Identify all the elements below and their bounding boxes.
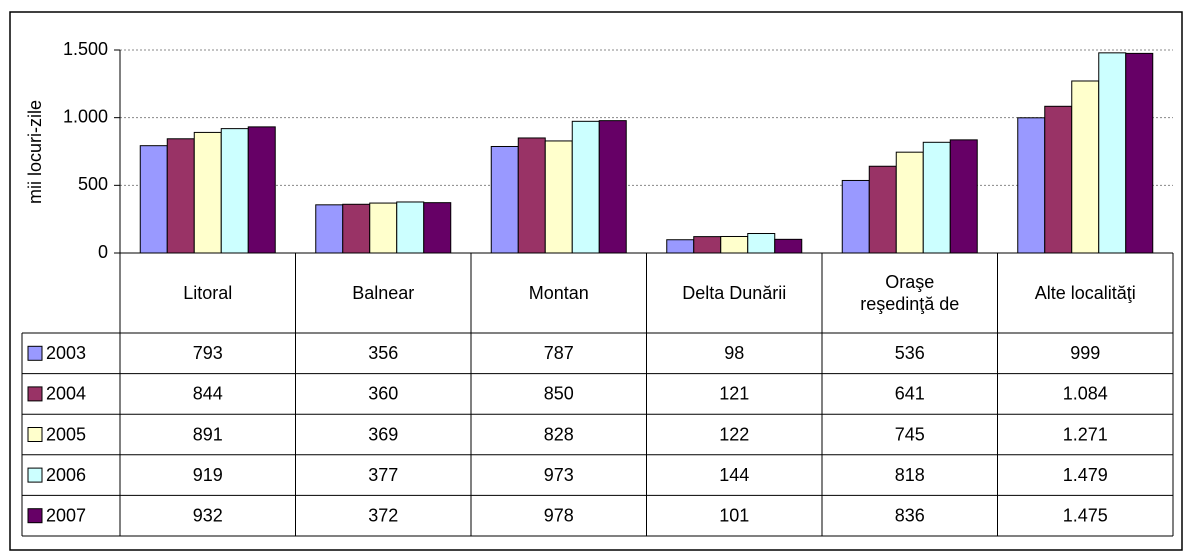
y-tick-label: 500 (78, 174, 108, 194)
table-value: 98 (724, 343, 744, 363)
bar (1125, 52, 1154, 254)
bar (774, 238, 803, 254)
bar (598, 120, 627, 254)
bar (1098, 52, 1127, 254)
legend-label: 2003 (46, 343, 86, 363)
bar (544, 140, 573, 254)
table-value: 1.271 (1063, 424, 1108, 444)
bar (747, 233, 776, 254)
bar (922, 141, 951, 254)
legend-label: 2005 (46, 424, 86, 444)
category-label: Litoral (183, 282, 233, 303)
bar (720, 235, 749, 254)
table-value: 978 (544, 505, 574, 525)
bar (193, 131, 222, 254)
bar (166, 138, 195, 254)
bar (517, 137, 546, 254)
legend-swatch (27, 427, 43, 442)
table-value: 144 (719, 465, 749, 485)
bar (220, 128, 249, 254)
table-value: 1.084 (1063, 384, 1108, 404)
table-value: 828 (544, 424, 574, 444)
bar (949, 139, 978, 254)
table-value: 919 (193, 465, 223, 485)
category-label-box: Litoral (183, 282, 233, 303)
legend-swatch (27, 386, 43, 402)
bar (1017, 117, 1046, 254)
bar (571, 120, 600, 254)
table-value: 536 (895, 343, 925, 363)
table-value: 891 (193, 424, 223, 444)
table-value: 973 (544, 465, 574, 485)
table-value: 932 (193, 505, 223, 525)
bar (841, 179, 870, 254)
bar (1071, 80, 1100, 254)
legend-label: 2007 (46, 505, 86, 525)
y-tick-label: 1.500 (63, 39, 108, 59)
category-label-box: Balnear (352, 282, 415, 303)
table-value: 377 (368, 465, 398, 485)
category-label-box: Oraşe reşedinţă de (860, 271, 960, 315)
table-value: 356 (368, 343, 398, 363)
bar (139, 145, 168, 254)
category-label-box: Alte localităţi (1034, 282, 1136, 303)
category-label: Oraşe reşedinţă de (860, 271, 960, 315)
table-value: 1.475 (1063, 505, 1108, 525)
y-axis-label: mii locuri-zile (25, 100, 45, 204)
category-label: Balnear (352, 282, 415, 303)
legend-swatch (27, 508, 43, 524)
table-value: 999 (1070, 343, 1100, 363)
table-value: 793 (193, 343, 223, 363)
table-value: 1.479 (1063, 465, 1108, 485)
table-value: 787 (544, 343, 574, 363)
bar (490, 145, 519, 254)
table-value: 818 (895, 465, 925, 485)
legend-swatch (27, 345, 43, 361)
table-value: 844 (193, 384, 223, 404)
y-tick-label: 1.000 (63, 106, 108, 126)
bar (666, 239, 695, 254)
category-label: Delta Dunării (682, 282, 787, 303)
chart-frame (9, 11, 1183, 551)
table-value: 745 (895, 424, 925, 444)
bar (423, 202, 452, 254)
bar (342, 203, 371, 254)
category-label-box: Montan (528, 282, 589, 303)
category-label-box: Delta Dunării (682, 282, 787, 303)
bar (1044, 105, 1073, 254)
bar (247, 126, 276, 254)
legend-label: 2004 (46, 384, 86, 404)
table-value: 372 (368, 505, 398, 525)
table-value: 360 (368, 384, 398, 404)
table-value: 101 (719, 505, 749, 525)
bar (868, 165, 897, 254)
legend-swatch (27, 467, 43, 483)
bar (369, 202, 398, 254)
bar (895, 151, 924, 254)
y-tick-label: 0 (98, 242, 108, 262)
legend-label: 2006 (46, 465, 86, 485)
table-value: 836 (895, 505, 925, 525)
table-value: 850 (544, 384, 574, 404)
category-label: Montan (528, 282, 589, 303)
bar (396, 201, 425, 254)
bar (315, 204, 344, 254)
table-value: 121 (719, 384, 749, 404)
category-label: Alte localităţi (1034, 282, 1136, 303)
table-value: 641 (895, 384, 925, 404)
table-value: 122 (719, 424, 749, 444)
bar (693, 236, 722, 254)
table-value: 369 (368, 424, 398, 444)
